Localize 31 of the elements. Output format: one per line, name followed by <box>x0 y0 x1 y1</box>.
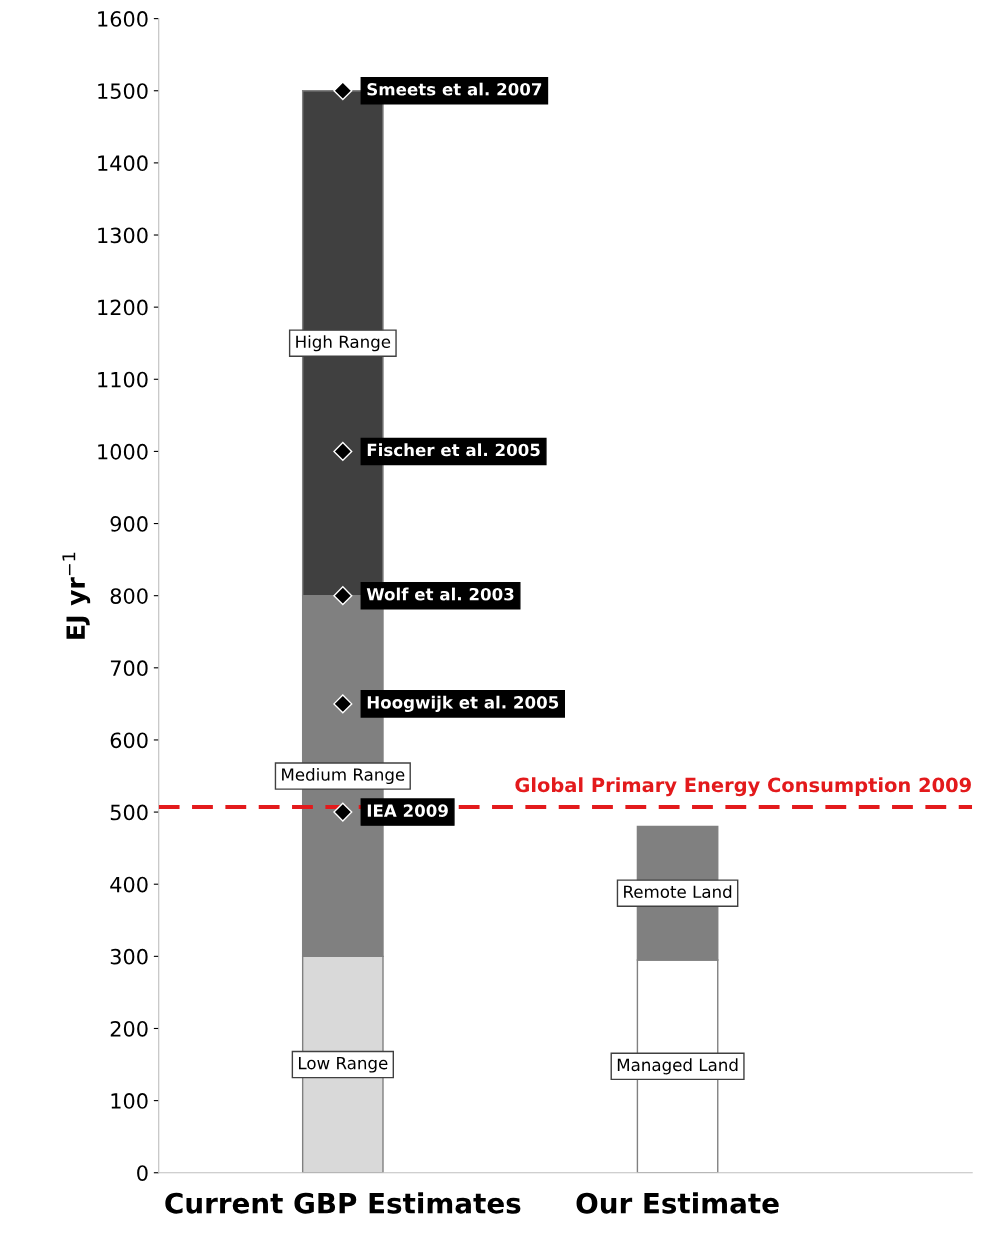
y-tick-label: 1500 <box>98 83 148 99</box>
series-label: Medium Range <box>282 767 405 785</box>
y-tick-label: 900 <box>110 516 148 532</box>
x-tick-label: Current GBP Estimates <box>165 1192 521 1214</box>
y-tick-label: 300 <box>110 948 148 965</box>
y-tick-label: 100 <box>111 1093 148 1109</box>
series-label: Low Range <box>299 1056 388 1073</box>
y-tick-label: 0 <box>137 1165 148 1181</box>
annotation: Fischer et al. 2005 <box>367 443 540 457</box>
y-tick-label: 500 <box>110 804 148 821</box>
annotation: IEA 2009 <box>367 804 448 817</box>
y-tick-label: 1200 <box>98 299 148 316</box>
y-axis-title: EJ yr$^{−1}$ <box>62 552 91 639</box>
series-label: Managed Land <box>617 1058 738 1075</box>
y-tick-label: 1600 <box>98 11 148 27</box>
ref-line-label: Global Primary Energy Consumption 2009 <box>515 777 971 797</box>
annotation: Wolf et al. 2003 <box>366 587 514 601</box>
series-label: High Range <box>296 335 391 352</box>
annotation: Hoogwijk et al. 2005 <box>367 695 559 713</box>
y-tick-label: 1100 <box>98 371 148 388</box>
x-tick-label: Our Estimate <box>576 1192 779 1214</box>
y-tick-label: 600 <box>110 732 148 749</box>
y-tick-label: 800 <box>110 588 148 604</box>
y-tick-label: 400 <box>110 876 148 893</box>
y-tick-label: 700 <box>110 660 148 677</box>
y-tick-label: 200 <box>110 1020 148 1037</box>
y-tick-label: 1400 <box>98 155 148 172</box>
y-tick-label: 1300 <box>98 227 148 244</box>
y-tick-label: 1000 <box>98 443 148 460</box>
series-label: Remote Land <box>624 885 732 899</box>
annotation: Smeets et al. 2007 <box>367 82 542 96</box>
